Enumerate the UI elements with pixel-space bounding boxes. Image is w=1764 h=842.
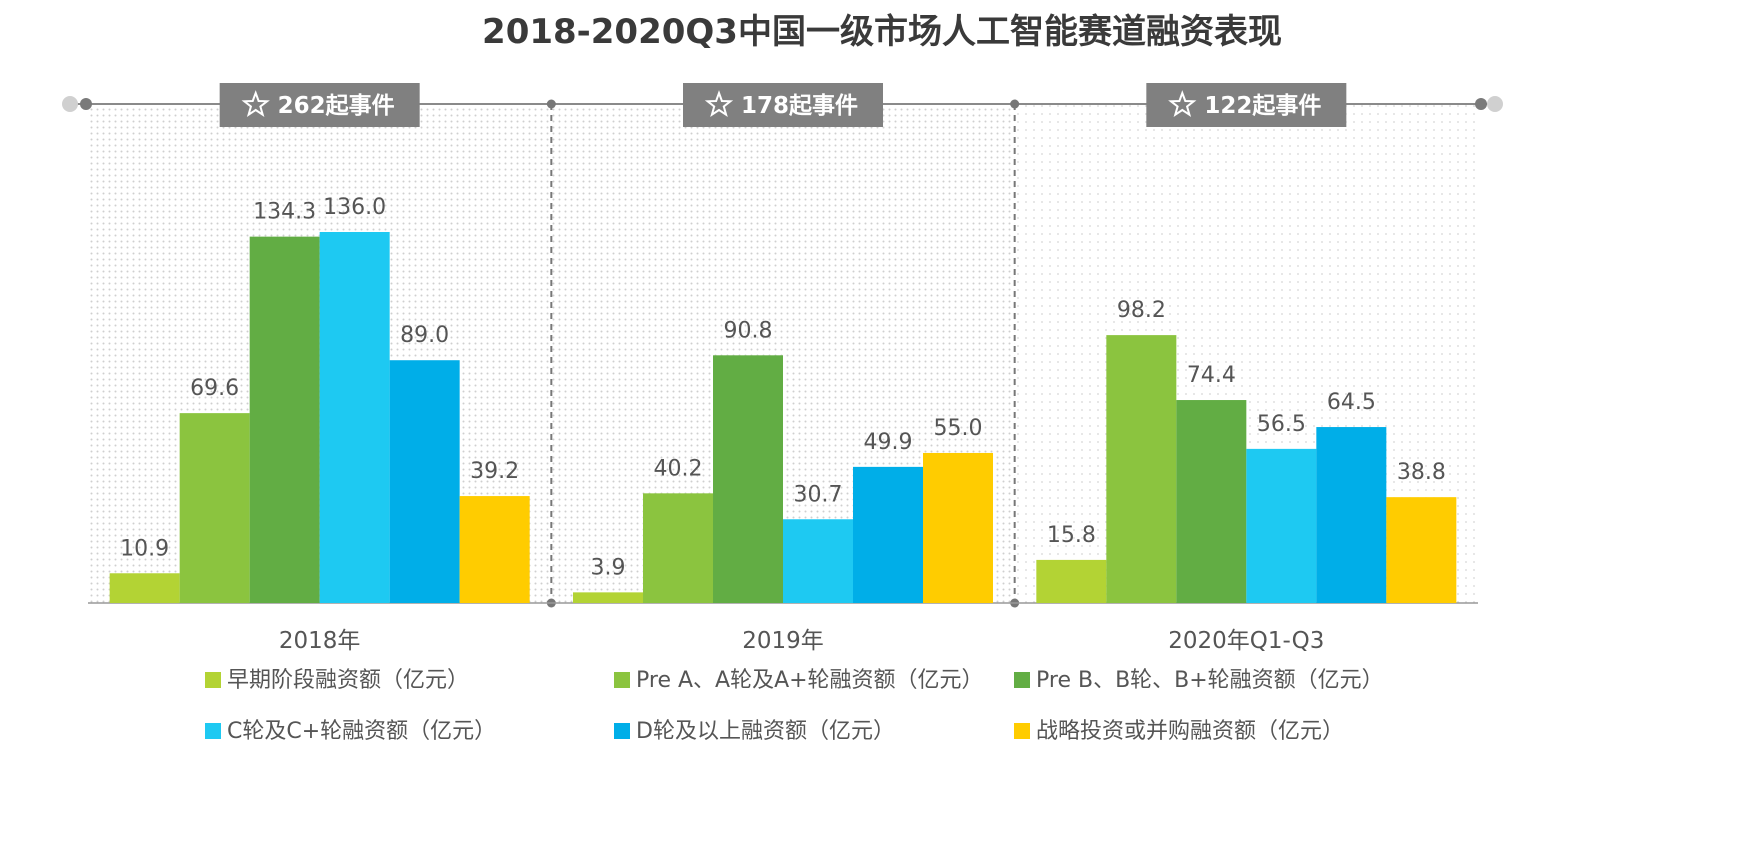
bar	[1246, 448, 1317, 603]
legend-swatch	[1014, 723, 1030, 739]
star-icon	[241, 90, 270, 118]
bar	[249, 236, 320, 603]
legend-swatch	[614, 672, 630, 688]
bar	[573, 592, 643, 603]
bar	[459, 496, 530, 603]
bar	[109, 573, 180, 603]
event-badge	[219, 83, 420, 127]
data-label: 89.0	[400, 323, 449, 348]
bar	[1316, 427, 1387, 603]
bar	[783, 519, 853, 603]
data-label: 74.4	[1187, 363, 1236, 388]
data-label: 38.8	[1397, 460, 1446, 485]
legend-label: D轮及以上融资额（亿元）	[636, 719, 895, 744]
legend-label: 战略投资或并购融资额（亿元）	[1036, 719, 1345, 744]
left-end-cap	[62, 96, 78, 112]
chart-title: 2018-2020Q3中国一级市场人工智能赛道融资表现	[482, 12, 1282, 52]
bar	[389, 360, 460, 603]
event-count-label: 262起事件	[278, 93, 395, 119]
legend-item: C轮及C+轮融资额（亿元）	[205, 713, 496, 745]
legend-label: Pre B、B轮、B+轮融资额（亿元）	[1036, 668, 1384, 693]
data-label: 3.9	[591, 555, 626, 580]
legend-label: C轮及C+轮融资额（亿元）	[227, 719, 497, 744]
legend-swatch	[205, 672, 221, 688]
data-label: 56.5	[1257, 412, 1306, 437]
data-label: 98.2	[1117, 298, 1166, 323]
bar	[1176, 400, 1247, 603]
legend-item: 早期阶段融资额（亿元）	[205, 662, 469, 694]
bar	[179, 413, 250, 603]
data-label: 64.5	[1327, 390, 1376, 415]
data-label: 90.8	[724, 318, 773, 343]
legend-item: D轮及以上融资额（亿元）	[614, 713, 895, 745]
x-tick-label: 2019年	[742, 628, 824, 654]
star-icon	[1168, 90, 1197, 118]
separator-dot	[1010, 99, 1020, 109]
right-end-cap	[1487, 96, 1503, 112]
legend-item: 战略投资或并购融资额（亿元）	[1014, 713, 1344, 745]
data-label: 15.8	[1047, 523, 1096, 548]
data-label: 10.9	[120, 536, 169, 561]
bar	[643, 493, 713, 603]
left-end-dot	[80, 98, 92, 110]
data-label: 39.2	[470, 459, 519, 484]
data-label: 136.0	[323, 195, 386, 220]
separator-dot	[546, 99, 556, 109]
legend-swatch	[205, 723, 221, 739]
bar	[1106, 335, 1177, 603]
legend-label: Pre A、A轮及A+轮融资额（亿元）	[636, 668, 984, 693]
x-tick-label: 2018年	[279, 628, 361, 654]
bar	[1386, 497, 1457, 603]
bar	[713, 355, 783, 603]
data-label: 134.3	[253, 200, 316, 225]
bar	[853, 466, 923, 603]
bar	[319, 232, 390, 603]
legend-item: Pre B、B轮、B+轮融资额（亿元）	[1014, 662, 1384, 694]
right-end-dot	[1475, 98, 1487, 110]
legend-swatch	[1014, 672, 1030, 688]
event-count-label: 122起事件	[1204, 93, 1321, 119]
event-count-label: 178起事件	[741, 93, 858, 119]
event-badge	[683, 83, 883, 127]
data-label: 69.6	[190, 376, 239, 401]
legend-swatch	[614, 723, 630, 739]
legend-item: Pre A、A轮及A+轮融资额（亿元）	[614, 662, 984, 694]
star-icon	[704, 90, 734, 118]
data-label: 40.2	[654, 456, 703, 481]
data-label: 55.0	[934, 416, 983, 441]
bar	[923, 452, 993, 603]
x-tick-label: 2020年Q1-Q3	[1168, 628, 1324, 654]
event-badge	[1146, 83, 1347, 127]
legend-label: 早期阶段融资额（亿元）	[227, 668, 470, 693]
data-label: 30.7	[794, 482, 843, 507]
data-label: 49.9	[864, 430, 913, 455]
bar	[1036, 559, 1107, 603]
